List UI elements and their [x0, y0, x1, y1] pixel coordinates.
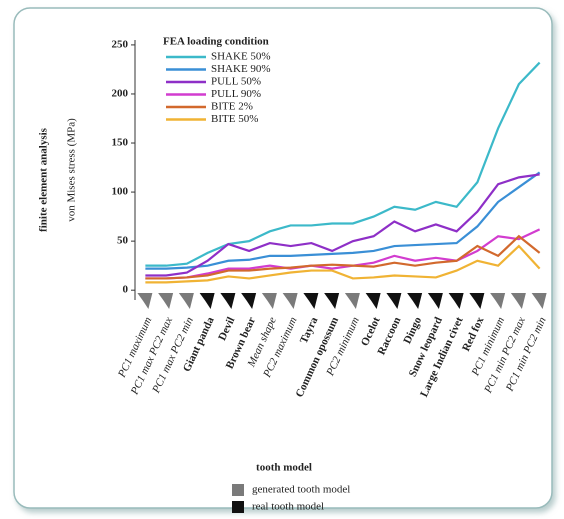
- y-title: von Mises stress (MPa): [66, 118, 78, 222]
- tooth-legend-label: generated tooth model: [252, 484, 350, 496]
- legend-label: BITE 2%: [211, 101, 253, 113]
- chart: finite element analysis von Mises stress…: [0, 0, 564, 519]
- x-title: tooth model: [256, 462, 312, 474]
- legend-label: PULL 50%: [211, 76, 261, 88]
- y-tick-label: 150: [112, 137, 129, 149]
- y-tick-label: 50: [117, 235, 129, 247]
- page: finite element analysis von Mises stress…: [0, 0, 564, 519]
- y-tick-label: 0: [123, 284, 129, 296]
- legend-title: FEA loading condition: [163, 36, 269, 48]
- y-tick-label: 250: [112, 38, 129, 50]
- tooth-legend-swatch: [232, 484, 244, 496]
- tooth-legend-label: real tooth model: [252, 501, 324, 513]
- legend-label: BITE 50%: [211, 113, 258, 125]
- y-tick-label: 200: [112, 87, 129, 99]
- frame: [14, 8, 552, 508]
- y-title-main: finite element analysis: [38, 127, 50, 232]
- legend-label: PULL 90%: [211, 88, 261, 100]
- tooth-legend-swatch: [232, 501, 244, 513]
- y-tick-label: 100: [112, 186, 129, 198]
- legend-label: SHAKE 90%: [211, 63, 271, 75]
- legend-label: SHAKE 50%: [211, 51, 271, 63]
